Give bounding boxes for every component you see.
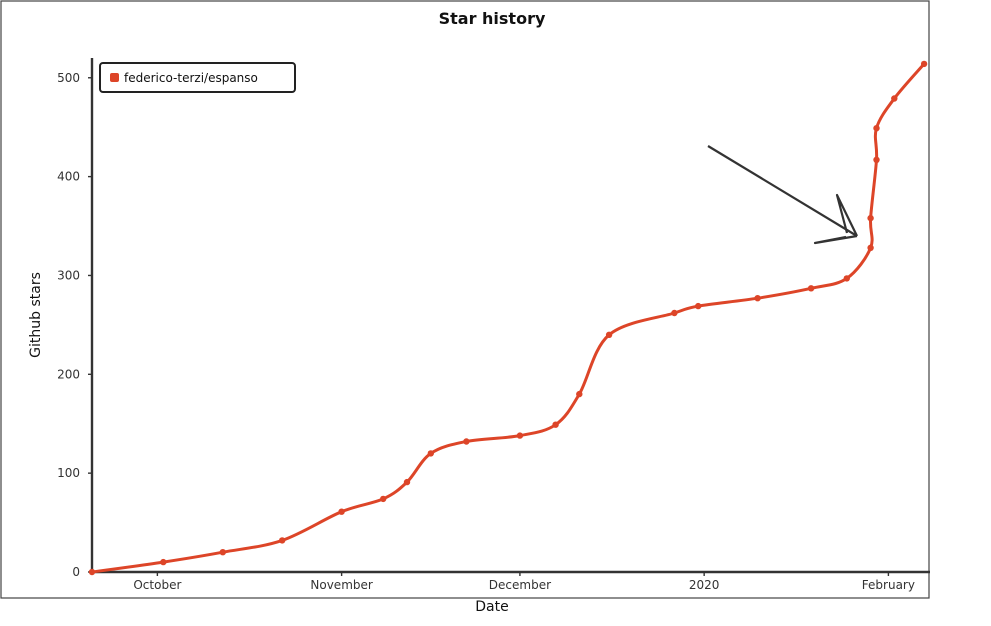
y-tick-group: 0 100 200 300 400 500 bbox=[57, 71, 92, 579]
y-tick-label: 300 bbox=[57, 268, 80, 282]
axes-group bbox=[90, 58, 930, 574]
y-tick-label: 200 bbox=[57, 367, 80, 381]
chart-frame bbox=[0, 0, 930, 599]
data-point bbox=[427, 450, 434, 457]
data-point bbox=[605, 331, 613, 338]
x-tick-label: December bbox=[489, 578, 551, 592]
x-tick-group: October November December 2020 February bbox=[133, 572, 915, 592]
data-point bbox=[463, 438, 470, 445]
data-point bbox=[576, 390, 583, 398]
data-point bbox=[403, 478, 411, 486]
x-tick-label: 2020 bbox=[689, 578, 720, 592]
y-tick-label: 500 bbox=[57, 71, 80, 85]
data-point bbox=[88, 568, 96, 576]
legend-label: federico-terzi/espanso bbox=[124, 71, 258, 85]
data-point bbox=[873, 156, 880, 163]
data-point bbox=[867, 244, 874, 251]
data-point bbox=[754, 295, 761, 302]
data-point bbox=[219, 549, 226, 556]
data-point bbox=[380, 495, 387, 503]
data-point bbox=[695, 302, 702, 310]
annotation-arrow-head-lower bbox=[813, 234, 858, 245]
y-axis-label: Github stars bbox=[28, 272, 44, 358]
x-tick-label: October bbox=[133, 578, 181, 592]
data-point bbox=[160, 558, 167, 566]
data-point bbox=[552, 421, 559, 428]
annotation-arrow-shaft bbox=[707, 145, 858, 237]
data-point bbox=[516, 432, 524, 439]
data-point bbox=[671, 309, 678, 317]
data-point bbox=[843, 275, 850, 282]
x-axis-label: Date bbox=[475, 599, 508, 615]
data-point bbox=[873, 125, 880, 132]
annotation-arrow-head-upper bbox=[835, 193, 858, 237]
data-point bbox=[338, 508, 345, 515]
data-point bbox=[920, 60, 928, 68]
legend-swatch bbox=[110, 73, 119, 82]
x-tick-label: November bbox=[310, 578, 372, 592]
legend-box bbox=[99, 62, 296, 93]
data-point bbox=[891, 95, 898, 102]
legend: federico-terzi/espanso bbox=[99, 62, 296, 93]
annotation-arrow bbox=[707, 145, 858, 245]
x-tick-label: February bbox=[862, 578, 915, 592]
series-layer bbox=[88, 60, 928, 576]
y-tick-label: 100 bbox=[57, 466, 80, 480]
data-point bbox=[807, 285, 815, 292]
chart-title: Star history bbox=[439, 9, 546, 28]
data-point bbox=[867, 214, 874, 222]
data-point bbox=[279, 537, 286, 544]
y-tick-label: 0 bbox=[72, 565, 80, 579]
y-tick-label: 400 bbox=[57, 170, 80, 184]
